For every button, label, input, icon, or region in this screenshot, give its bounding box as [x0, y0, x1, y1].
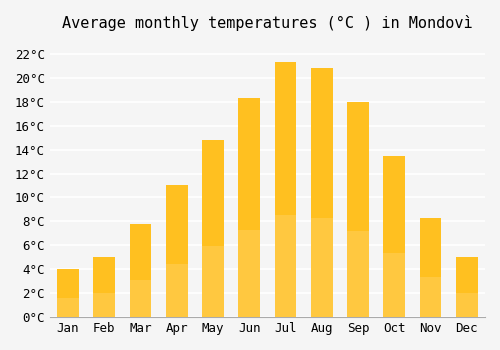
Bar	[202, 246, 224, 317]
Bar	[238, 98, 260, 317]
Bar	[420, 278, 442, 317]
Bar	[94, 257, 115, 317]
Bar	[130, 224, 152, 317]
Bar	[274, 215, 296, 317]
Bar	[384, 252, 405, 317]
Bar	[166, 265, 188, 317]
Bar	[420, 218, 442, 317]
Bar	[130, 280, 152, 317]
Bar	[202, 140, 224, 317]
Bar	[57, 269, 79, 317]
Bar	[347, 231, 369, 317]
Title: Average monthly temperatures (°C ) in Mondovì: Average monthly temperatures (°C ) in Mo…	[62, 15, 472, 31]
Bar	[456, 257, 477, 317]
Bar	[166, 186, 188, 317]
Bar	[94, 293, 115, 317]
Bar	[311, 68, 332, 317]
Bar	[456, 293, 477, 317]
Bar	[274, 62, 296, 317]
Bar	[311, 218, 332, 317]
Bar	[57, 298, 79, 317]
Bar	[347, 102, 369, 317]
Bar	[384, 156, 405, 317]
Bar	[238, 230, 260, 317]
